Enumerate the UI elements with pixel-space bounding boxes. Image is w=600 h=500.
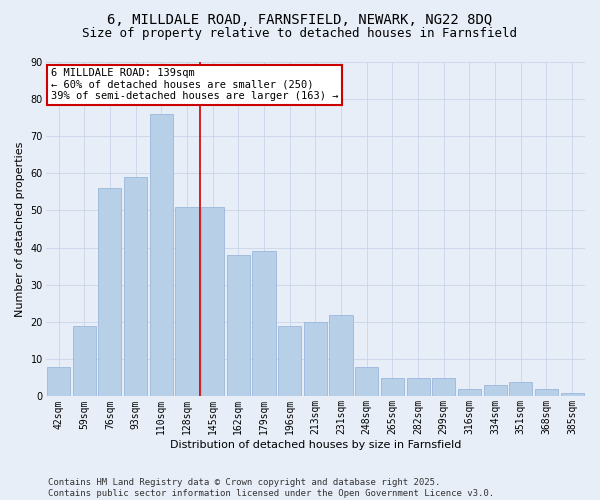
Bar xyxy=(98,188,121,396)
X-axis label: Distribution of detached houses by size in Farnsfield: Distribution of detached houses by size … xyxy=(170,440,461,450)
Text: 6 MILLDALE ROAD: 139sqm
← 60% of detached houses are smaller (250)
39% of semi-d: 6 MILLDALE ROAD: 139sqm ← 60% of detache… xyxy=(51,68,338,102)
Bar xyxy=(304,322,327,396)
Bar xyxy=(73,326,96,396)
Bar xyxy=(329,314,353,396)
Bar xyxy=(150,114,173,397)
Bar xyxy=(124,177,147,396)
Bar xyxy=(484,386,506,396)
Text: Contains HM Land Registry data © Crown copyright and database right 2025.
Contai: Contains HM Land Registry data © Crown c… xyxy=(48,478,494,498)
Bar xyxy=(381,378,404,396)
Bar xyxy=(407,378,430,396)
Text: Size of property relative to detached houses in Farnsfield: Size of property relative to detached ho… xyxy=(83,28,517,40)
Bar xyxy=(560,392,584,396)
Bar xyxy=(175,206,199,396)
Bar xyxy=(227,255,250,396)
Bar xyxy=(458,389,481,396)
Bar xyxy=(355,366,378,396)
Bar xyxy=(253,252,275,396)
Text: 6, MILLDALE ROAD, FARNSFIELD, NEWARK, NG22 8DQ: 6, MILLDALE ROAD, FARNSFIELD, NEWARK, NG… xyxy=(107,12,493,26)
Bar xyxy=(278,326,301,396)
Bar xyxy=(535,389,558,396)
Bar xyxy=(509,382,532,396)
Y-axis label: Number of detached properties: Number of detached properties xyxy=(15,142,25,316)
Bar xyxy=(47,366,70,396)
Bar xyxy=(432,378,455,396)
Bar xyxy=(201,206,224,396)
